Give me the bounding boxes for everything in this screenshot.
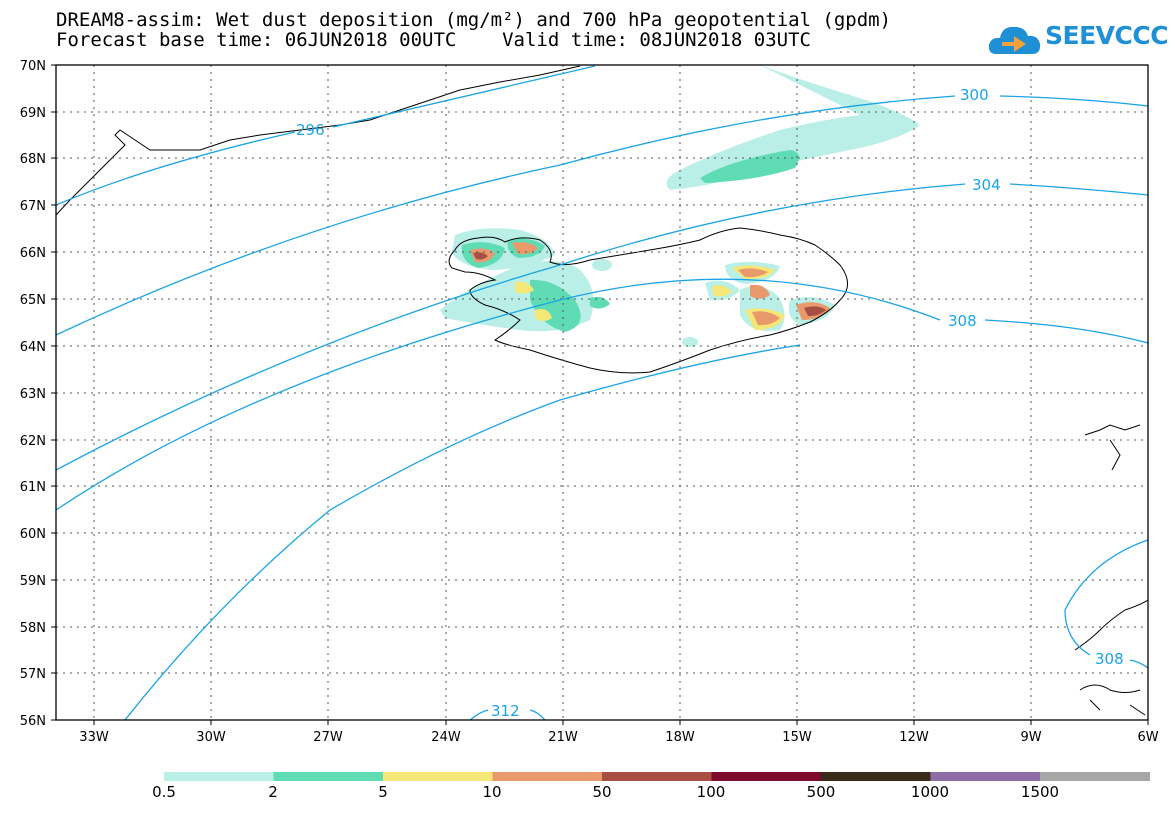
legend-label: 100 [697, 783, 726, 801]
lon-label: 24W [431, 730, 461, 745]
legend-label: 5 [378, 783, 388, 801]
lat-label: 66N [20, 246, 46, 261]
contour-label: 308 [1095, 650, 1124, 668]
contour-label: 300 [960, 86, 989, 104]
ticks [51, 64, 1149, 725]
lon-label: 6W [1137, 730, 1158, 745]
legend-label: 10 [482, 783, 501, 801]
geopotential-contours [56, 65, 1148, 720]
lon-label: 18W [665, 730, 695, 745]
lat-label: 67N [20, 199, 46, 214]
map-subtitle: Forecast base time: 06JUN2018 00UTC Vali… [56, 29, 811, 51]
lat-label: 61N [20, 480, 46, 495]
lon-label: 12W [899, 730, 929, 745]
lat-label: 60N [20, 527, 46, 542]
contour-label: 308 [948, 312, 977, 330]
coastlines [56, 65, 1148, 716]
legend-label: 0.5 [152, 783, 176, 801]
lat-label: 69N [20, 106, 46, 121]
legend-swatch [492, 772, 603, 781]
lat-label: 70N [20, 59, 46, 74]
lon-label: 9W [1020, 730, 1041, 745]
contour-label: 296 [296, 121, 325, 139]
lat-label: 65N [20, 293, 46, 308]
legend-swatch [711, 772, 822, 781]
lat-label: 58N [20, 621, 46, 636]
lat-label: 62N [20, 434, 46, 449]
legend-label: 500 [807, 783, 836, 801]
legend-label: 50 [592, 783, 611, 801]
contour-label: 304 [972, 176, 1001, 194]
seevccc-logo [988, 26, 1041, 54]
legend-swatch [383, 772, 493, 781]
map-title: DREAM8-assim: Wet dust deposition (mg/m²… [56, 9, 892, 31]
legend-swatch [1040, 772, 1150, 781]
lon-label: 21W [548, 730, 578, 745]
lat-label: 63N [20, 387, 46, 402]
logo-text: SEEVCCC [1045, 21, 1169, 50]
longitude-labels: 33W 30W 27W 24W 21W 18W 15W 12W 9W 6W [79, 730, 1158, 745]
lat-label: 56N [20, 714, 46, 729]
lat-label: 68N [20, 152, 46, 167]
lat-label: 59N [20, 574, 46, 589]
legend-swatch [602, 772, 712, 781]
legend-label: 1500 [1021, 783, 1059, 801]
cloud-icon [988, 26, 1041, 54]
lat-label: 64N [20, 340, 46, 355]
lon-label: 27W [313, 730, 343, 745]
lat-label: 57N [20, 667, 46, 682]
legend-swatch [164, 772, 274, 781]
dust-deposition-layer [440, 65, 920, 347]
contour-label: 312 [491, 702, 520, 720]
legend-label: 2 [268, 783, 278, 801]
legend-swatch [821, 772, 931, 781]
legend-swatches [164, 772, 1150, 781]
legend-swatch [273, 772, 384, 781]
latitude-labels: 70N 69N 68N 67N 66N 65N 64N 63N 62N 61N … [20, 59, 46, 729]
legend-label: 1000 [911, 783, 949, 801]
lon-label: 30W [196, 730, 226, 745]
lon-label: 15W [782, 730, 812, 745]
legend-swatch [930, 772, 1041, 781]
lon-label: 33W [79, 730, 109, 745]
legend-labels: 0.5 2 5 10 50 100 500 1000 1500 [152, 783, 1059, 801]
graticule [56, 65, 1148, 720]
